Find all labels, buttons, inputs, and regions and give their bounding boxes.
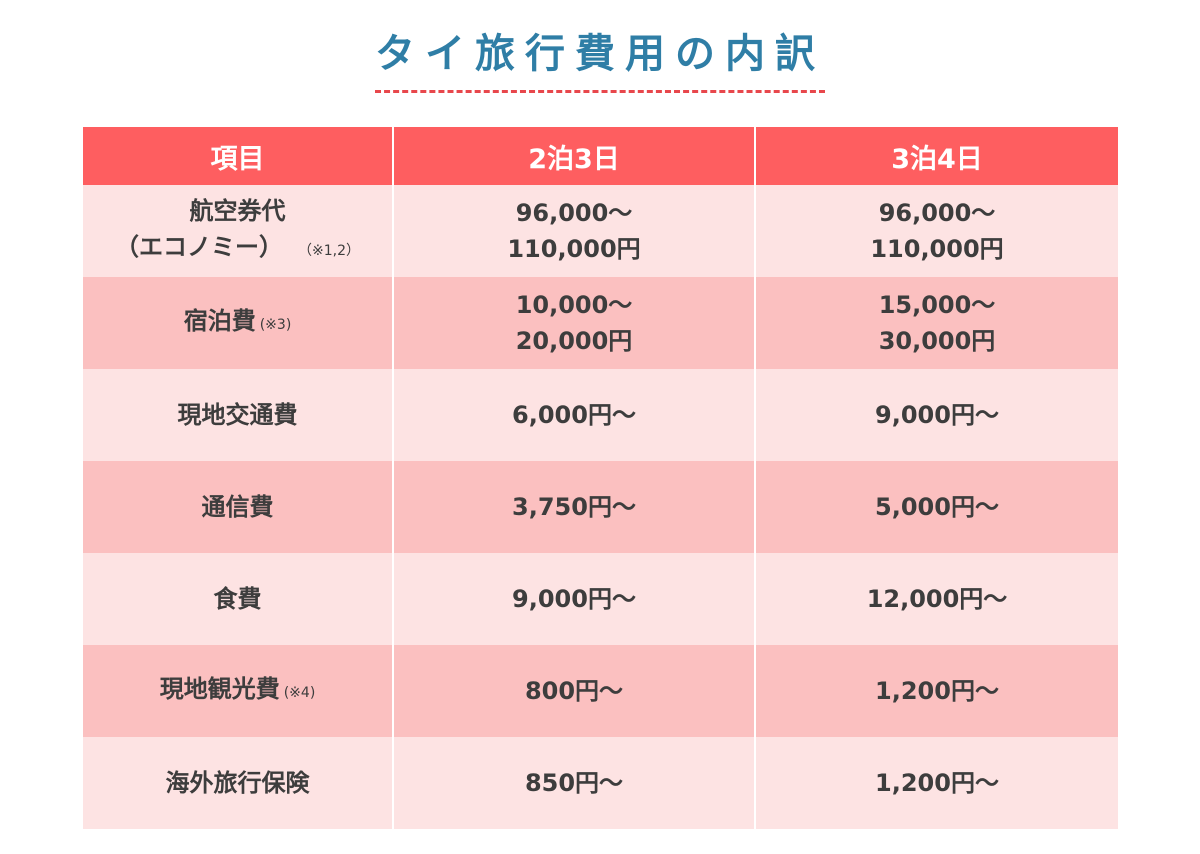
item-cell: 現地交通費 xyxy=(83,369,394,461)
cost-3nights-cell: 1,200円〜 xyxy=(755,645,1118,737)
table-row-food: 食費 9,000円〜 12,000円〜 xyxy=(83,553,1118,645)
header-3nights: 3泊4日 xyxy=(755,127,1118,185)
item-note: (※4) xyxy=(283,685,316,701)
cost-2nights-cell: 96,000〜 110,000円 xyxy=(393,185,756,277)
cost-2nights-line1: 10,000〜 xyxy=(515,291,633,319)
cost-3nights-cell: 12,000円〜 xyxy=(755,553,1118,645)
table-row-communication: 通信費 3,750円〜 5,000円〜 xyxy=(83,461,1118,553)
cost-breakdown-table: 項目 2泊3日 3泊4日 航空券代 （エコノミー） （※1,2） 96,000〜 … xyxy=(83,127,1118,829)
cost-3nights-line2: 30,000円 xyxy=(878,327,996,355)
item-sublabel: （エコノミー） xyxy=(115,233,283,261)
cost-3nights-line1: 15,000〜 xyxy=(878,291,996,319)
table-row-sightseeing: 現地観光費 (※4) 800円〜 1,200円〜 xyxy=(83,645,1118,737)
cost-2nights-cell: 3,750円〜 xyxy=(393,461,756,553)
cost-3nights-cell: 5,000円〜 xyxy=(755,461,1118,553)
cost-3nights-cell: 96,000〜 110,000円 xyxy=(755,185,1118,277)
item-note: （※1,2） xyxy=(305,243,360,259)
item-label: 現地観光費 xyxy=(159,675,280,703)
item-cell: 食費 xyxy=(83,553,394,645)
header-2nights: 2泊3日 xyxy=(393,127,756,185)
table-row-airfare: 航空券代 （エコノミー） （※1,2） 96,000〜 110,000円 96,0… xyxy=(83,185,1118,277)
table-header-row: 項目 2泊3日 3泊4日 xyxy=(83,127,1118,185)
cost-2nights-cell: 9,000円〜 xyxy=(393,553,756,645)
cost-3nights-cell: 9,000円〜 xyxy=(755,369,1118,461)
table-row-local-transport: 現地交通費 6,000円〜 9,000円〜 xyxy=(83,369,1118,461)
cost-3nights-cell: 1,200円〜 xyxy=(755,737,1118,829)
cost-2nights-cell: 10,000〜 20,000円 xyxy=(393,277,756,369)
item-label: 宿泊費 xyxy=(183,307,256,335)
item-cell: 宿泊費 (※3) xyxy=(83,277,394,369)
item-cell: 航空券代 （エコノミー） （※1,2） xyxy=(83,185,394,277)
cost-3nights-line2: 110,000円 xyxy=(870,235,1004,263)
cost-2nights-line1: 96,000〜 xyxy=(515,199,633,227)
cost-2nights-line2: 20,000円 xyxy=(515,327,633,355)
table-row-accommodation: 宿泊費 (※3) 10,000〜 20,000円 15,000〜 30,000円 xyxy=(83,277,1118,369)
page-title: タイ旅行費用の内訳 xyxy=(375,28,825,93)
cost-2nights-cell: 800円〜 xyxy=(393,645,756,737)
cost-2nights-cell: 6,000円〜 xyxy=(393,369,756,461)
item-sublabel-wrap: （エコノミー） （※1,2） xyxy=(83,229,392,269)
cost-2nights-cell: 850円〜 xyxy=(393,737,756,829)
header-item: 項目 xyxy=(83,127,394,185)
cost-2nights-line2: 110,000円 xyxy=(507,235,641,263)
item-note: (※3) xyxy=(259,317,292,333)
item-cell: 通信費 xyxy=(83,461,394,553)
table-row-insurance: 海外旅行保険 850円〜 1,200円〜 xyxy=(83,737,1118,829)
item-label: 航空券代 xyxy=(189,197,286,225)
cost-3nights-line1: 96,000〜 xyxy=(878,199,996,227)
item-cell: 現地観光費 (※4) xyxy=(83,645,394,737)
item-cell: 海外旅行保険 xyxy=(83,737,394,829)
cost-3nights-cell: 15,000〜 30,000円 xyxy=(755,277,1118,369)
title-container: タイ旅行費用の内訳 xyxy=(0,28,1200,93)
